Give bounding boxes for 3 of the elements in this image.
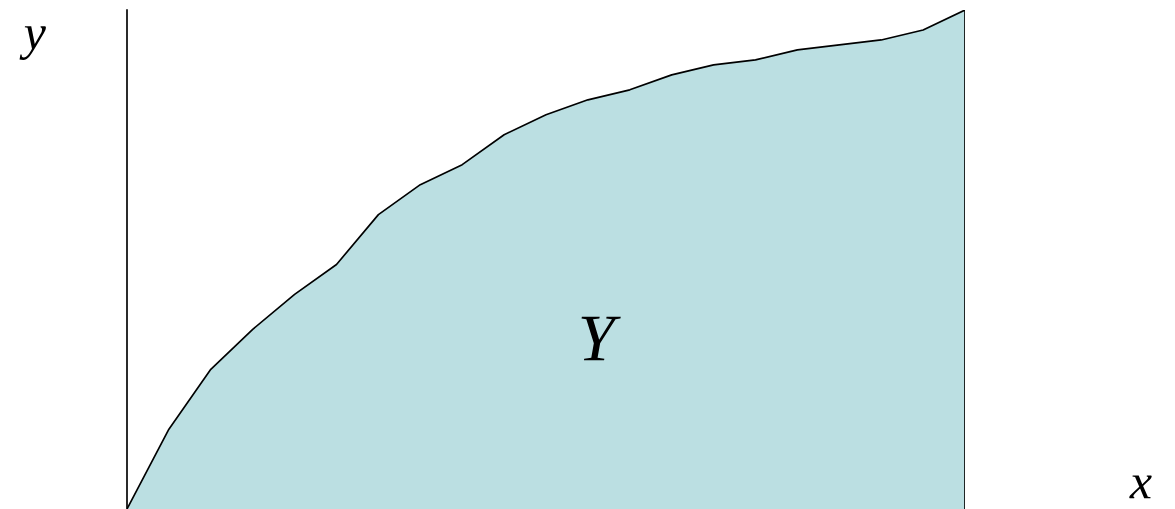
y-axis-title: y xyxy=(19,26,46,60)
x-axis-title: x xyxy=(1129,475,1152,499)
annotation: Y xyxy=(581,316,621,361)
